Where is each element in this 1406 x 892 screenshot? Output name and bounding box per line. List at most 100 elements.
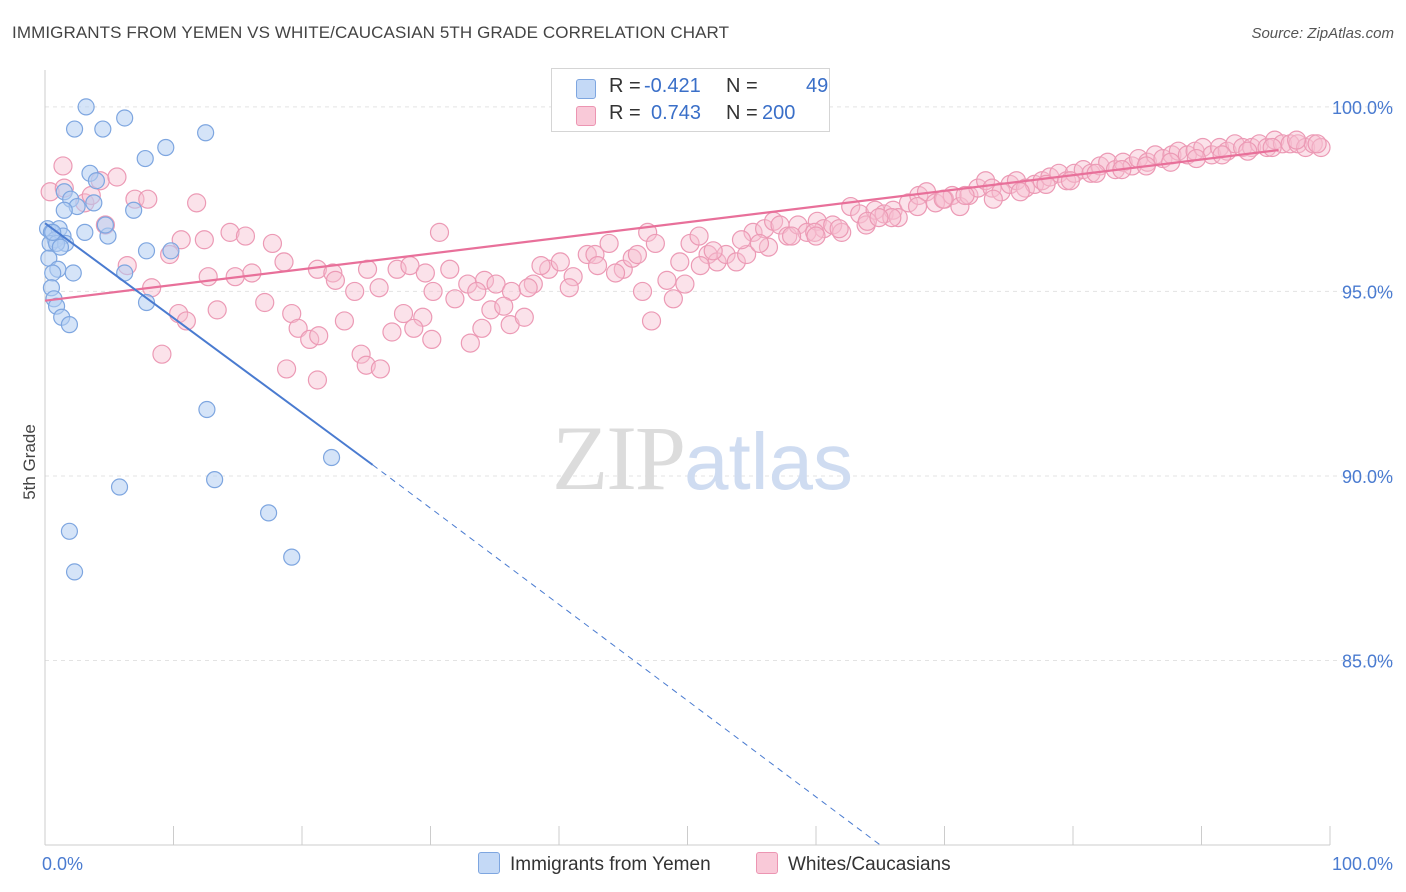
data-point-whites: [325, 270, 346, 290]
data-point-whites: [518, 278, 538, 298]
data-point-yemen: [322, 448, 341, 467]
data-point-yemen: [136, 149, 154, 168]
data-point-yemen: [96, 216, 114, 234]
data-point-whites: [187, 193, 207, 213]
data-point-whites: [207, 300, 227, 320]
series-yemen-points: [38, 98, 341, 581]
data-point-whites: [703, 241, 723, 261]
data-point-whites: [850, 204, 870, 224]
data-point-whites: [445, 289, 465, 309]
legend-n-label: N =: [726, 75, 758, 97]
data-point-whites: [907, 196, 928, 217]
data-point-yemen: [51, 238, 70, 256]
data-point-whites: [242, 263, 262, 283]
data-point-whites: [460, 333, 480, 353]
data-point-whites: [645, 233, 665, 254]
data-point-whites: [481, 300, 501, 320]
stats-legend: R = -0.421 N = 49 R = 0.743 N = 200: [551, 68, 830, 132]
legend-r-value: -0.421: [644, 75, 701, 97]
data-point-whites: [737, 244, 757, 265]
data-point-whites: [494, 296, 514, 316]
bottom-legend-label-yemen: Immigrants from Yemen: [510, 854, 711, 875]
source-label: Source: ZipAtlas.com: [1251, 25, 1394, 42]
grid-lines: [45, 106, 1395, 661]
data-point-whites: [585, 244, 605, 265]
bottom-legend-whites: Whites/Caucasians: [756, 852, 951, 876]
data-point-yemen: [198, 400, 216, 419]
data-point-whites: [472, 318, 492, 338]
data-point-whites: [152, 344, 172, 364]
data-point-whites: [53, 156, 73, 176]
y-tick-label: 85.0%: [1342, 651, 1393, 671]
data-point-whites: [356, 355, 376, 375]
data-point-whites: [690, 255, 710, 276]
trend-lines: [44, 148, 1279, 846]
legend-swatch-whites: [576, 106, 596, 126]
data-point-whites: [1311, 137, 1331, 158]
y-tick-label: 100.0%: [1332, 98, 1393, 118]
x-tick-labels: 0.0% 100.0%: [42, 854, 1393, 874]
data-point-whites: [345, 281, 365, 302]
data-point-whites: [382, 322, 402, 342]
data-point-whites: [262, 233, 283, 254]
data-point-whites: [888, 208, 908, 228]
data-point-whites: [807, 211, 827, 231]
data-point-whites: [198, 267, 218, 287]
data-point-whites: [743, 222, 763, 242]
data-point-whites: [832, 222, 852, 242]
data-point-whites: [563, 267, 583, 287]
data-point-whites: [857, 211, 878, 231]
bottom-legend-label-whites: Whites/Caucasians: [788, 854, 951, 875]
legend-r-label: R =: [609, 102, 641, 124]
series-whites-points: [40, 130, 1331, 390]
data-point-whites: [531, 255, 551, 276]
data-point-whites: [171, 230, 191, 250]
data-point-whites: [1238, 141, 1258, 161]
data-point-yemen: [85, 194, 103, 212]
data-point-whites: [1272, 134, 1293, 154]
data-point-yemen: [77, 98, 95, 116]
data-point-whites: [107, 167, 127, 187]
data-point-yemen: [65, 120, 84, 138]
y-tick-label: 90.0%: [1342, 467, 1393, 487]
data-point-yemen: [60, 316, 79, 334]
data-point-yemen: [64, 264, 82, 282]
data-point-whites: [393, 303, 414, 324]
data-point-whites: [404, 318, 424, 338]
data-point-whites: [1010, 182, 1030, 202]
data-point-whites: [276, 359, 297, 379]
data-point-whites: [632, 281, 653, 302]
legend-n-value: 49: [806, 75, 829, 97]
data-point-whites: [657, 270, 677, 290]
legend-n-value: 200: [762, 102, 796, 124]
data-point-whites: [474, 270, 495, 290]
data-point-yemen: [65, 563, 84, 581]
data-point-yemen: [116, 109, 134, 127]
data-point-yemen: [87, 172, 106, 190]
data-point-yemen: [197, 124, 215, 142]
data-point-whites: [288, 318, 308, 338]
data-point-whites: [605, 263, 626, 283]
data-point-yemen: [137, 293, 156, 312]
data-point-whites: [627, 244, 647, 265]
data-point-whites: [429, 222, 450, 242]
data-point-whites: [955, 185, 975, 206]
data-point-yemen: [283, 548, 301, 566]
legend-n-label: N =: [726, 102, 758, 124]
bottom-legend-swatch-yemen: [478, 852, 500, 874]
data-point-whites: [1280, 134, 1300, 154]
data-point-whites: [370, 359, 390, 379]
trend-line-yemen: [44, 222, 374, 466]
data-point-whites: [550, 252, 570, 272]
data-point-yemen: [94, 120, 112, 138]
trend-line-whites: [44, 148, 1279, 302]
data-point-whites: [423, 281, 443, 302]
bottom-legend-yemen: Immigrants from Yemen: [478, 852, 711, 876]
data-point-yemen: [110, 478, 129, 496]
data-point-yemen: [44, 264, 62, 282]
data-point-whites: [983, 189, 1003, 209]
data-point-whites: [523, 274, 543, 294]
data-point-whites: [387, 259, 407, 279]
data-point-yemen: [55, 201, 73, 219]
